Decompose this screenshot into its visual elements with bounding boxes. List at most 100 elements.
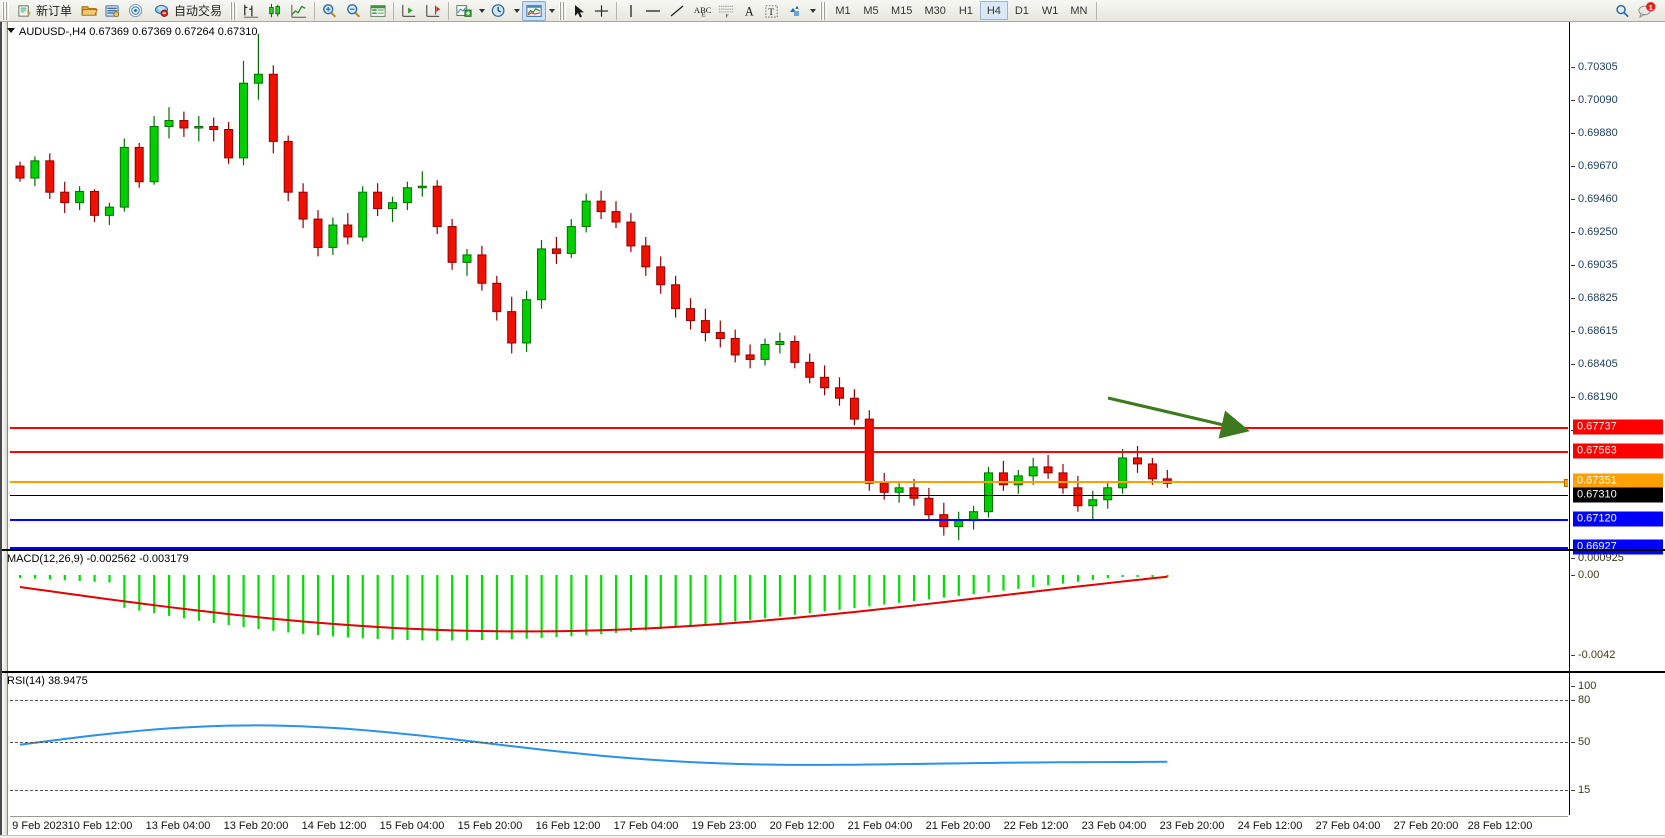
timeframe-h1[interactable]: H1: [958, 4, 973, 17]
pane-divider-rsi[interactable]: [2, 671, 1665, 673]
crosshair-button[interactable]: [590, 1, 613, 21]
toolbar-grip-3[interactable]: [559, 1, 567, 20]
chart-menu-caret-icon[interactable]: [7, 28, 15, 33]
time-tick-label: 27 Feb 04:00: [1315, 820, 1381, 832]
periods-dropdown-arrow[interactable]: [511, 1, 522, 21]
price-level-badge-bid[interactable]: 0.67351: [1573, 473, 1663, 489]
resistance-line-2[interactable]: [10, 451, 1568, 453]
time-tick-label: 20 Feb 12:00: [769, 820, 835, 832]
candlestick-series: [15, 33, 1172, 541]
price-tick: 0.68405: [1571, 358, 1618, 370]
chart-shift-button[interactable]: [421, 1, 445, 21]
line-chart-icon: [291, 4, 307, 18]
folder-icon: [81, 6, 98, 16]
price-level-badge-last[interactable]: 0.67310: [1573, 487, 1663, 503]
bid-line[interactable]: [10, 479, 1568, 487]
vline-button[interactable]: [620, 1, 641, 21]
chart-scroll-strip[interactable]: [2, 22, 8, 838]
hline-button[interactable]: [641, 1, 665, 21]
price-tick: 0.68825: [1571, 292, 1618, 304]
price-axis[interactable]: 0.70305 0.70090 0.69880 0.69670 0.69460 …: [1569, 22, 1665, 815]
toolbar-grip-2[interactable]: [230, 1, 238, 20]
chart-shift-icon: [426, 4, 441, 17]
data-window-icon: [370, 4, 386, 17]
templates-dropdown-arrow[interactable]: [546, 1, 557, 21]
rsi-level-80: [10, 700, 1568, 701]
shapes-button[interactable]: [783, 1, 807, 21]
support-line-1[interactable]: [10, 519, 1568, 521]
timeframe-h4[interactable]: H4: [979, 1, 1008, 20]
bar-chart-button[interactable]: [239, 1, 263, 21]
price-tick: 0.70305: [1571, 61, 1618, 73]
search-button[interactable]: [1611, 1, 1634, 21]
price-level-badge-support-1[interactable]: 0.67120: [1573, 511, 1663, 527]
timeframe-m30[interactable]: M30: [924, 4, 946, 17]
macd-label: MACD(12,26,9) -0.002562 -0.003179: [7, 553, 189, 565]
rsi-label: RSI(14) 38.9475: [7, 675, 88, 687]
autotrading-button[interactable]: 自动交易: [147, 1, 228, 21]
indicators-dropdown-arrow[interactable]: [476, 1, 487, 21]
trendline-button[interactable]: [665, 1, 689, 21]
zoom-out-button[interactable]: [342, 1, 366, 21]
trend-arrow-annotation[interactable]: [1100, 390, 1260, 440]
indicators-button[interactable]: [452, 1, 476, 21]
rsi-tick: 80: [1570, 694, 1591, 706]
chart-header: AUDUSD-,H4 0.67369 0.67369 0.67264 0.673…: [7, 26, 258, 38]
chart-header-text: AUDUSD-,H4 0.67369 0.67369 0.67264 0.673…: [19, 26, 258, 38]
svg-text:ABC: ABC: [694, 4, 711, 14]
line-chart-button[interactable]: [287, 1, 311, 21]
auto-scroll-button[interactable]: [397, 1, 421, 21]
candlestick-chart-button[interactable]: [263, 1, 287, 21]
fibonacci-icon: F: [718, 5, 734, 19]
time-tick-label: 13 Feb 04:00: [145, 820, 211, 832]
toolbar-grip-4[interactable]: [820, 1, 828, 20]
market-watch-button[interactable]: [101, 1, 124, 21]
timeframe-m5[interactable]: M5: [863, 4, 879, 17]
macd-series: [19, 575, 1169, 641]
periods-button[interactable]: [487, 1, 511, 21]
text-label-button[interactable]: T: [760, 1, 783, 21]
zoom-in-button[interactable]: [318, 1, 342, 21]
timeframe-m15[interactable]: M15: [891, 4, 913, 17]
rsi-axis: 100 80 50 15: [1569, 672, 1665, 815]
pane-divider-macd[interactable]: [2, 549, 1665, 551]
text-button[interactable]: A: [739, 1, 760, 21]
toolbar-grip[interactable]: [2, 1, 9, 20]
time-tick-label: 10 Feb 12:00: [67, 820, 133, 832]
toolbar-separator-2: [393, 1, 395, 20]
trendline-icon: [670, 5, 684, 16]
new-order-button[interactable]: 新订单: [11, 1, 78, 21]
price-level-badge-resistance-2[interactable]: 0.67563: [1573, 443, 1663, 459]
timeframe-d1[interactable]: D1: [1014, 4, 1029, 17]
fibonacci-button[interactable]: F: [714, 1, 739, 21]
timeframe-m1[interactable]: M1: [835, 4, 851, 17]
data-window-button[interactable]: [366, 1, 390, 21]
toolbar-separator-4: [616, 1, 618, 20]
macd-pane[interactable]: [10, 550, 1568, 673]
alerts-button[interactable]: 1: [1634, 1, 1659, 21]
cursor-button[interactable]: [568, 1, 590, 21]
price-tick: 0.69880: [1571, 127, 1618, 139]
timeframe-mn[interactable]: MN: [1070, 4, 1088, 17]
rsi-tick: 15: [1570, 784, 1591, 796]
price-level-badge-resistance-1[interactable]: 0.67737: [1573, 419, 1663, 435]
folder-button[interactable]: [78, 1, 101, 21]
templates-button[interactable]: [522, 0, 547, 21]
price-plot-area[interactable]: [10, 22, 1568, 815]
signals-button[interactable]: [124, 1, 147, 21]
shapes-dropdown-arrow[interactable]: [807, 1, 818, 21]
support-line-2[interactable]: [10, 547, 1568, 549]
autotrading-label: 自动交易: [174, 4, 223, 18]
elliott-icon: ABC E: [694, 4, 711, 18]
elliott-wave-button[interactable]: ABC E: [689, 1, 714, 21]
rsi-pane[interactable]: [10, 672, 1568, 815]
timeframe-w1[interactable]: W1: [1041, 4, 1059, 17]
price-tick: 0.69250: [1571, 226, 1618, 238]
resistance-line-1[interactable]: [10, 427, 1568, 429]
time-tick-label: 27 Feb 20:00: [1393, 820, 1459, 832]
time-tick-label: 22 Feb 12:00: [1003, 820, 1069, 832]
time-axis[interactable]: 9 Feb 2023 10 Feb 12:00 13 Feb 04:00 13 …: [10, 816, 1568, 838]
price-tick: 0.69035: [1571, 259, 1618, 271]
bid-line-handle[interactable]: [1564, 479, 1568, 487]
hline-icon: [646, 9, 661, 12]
